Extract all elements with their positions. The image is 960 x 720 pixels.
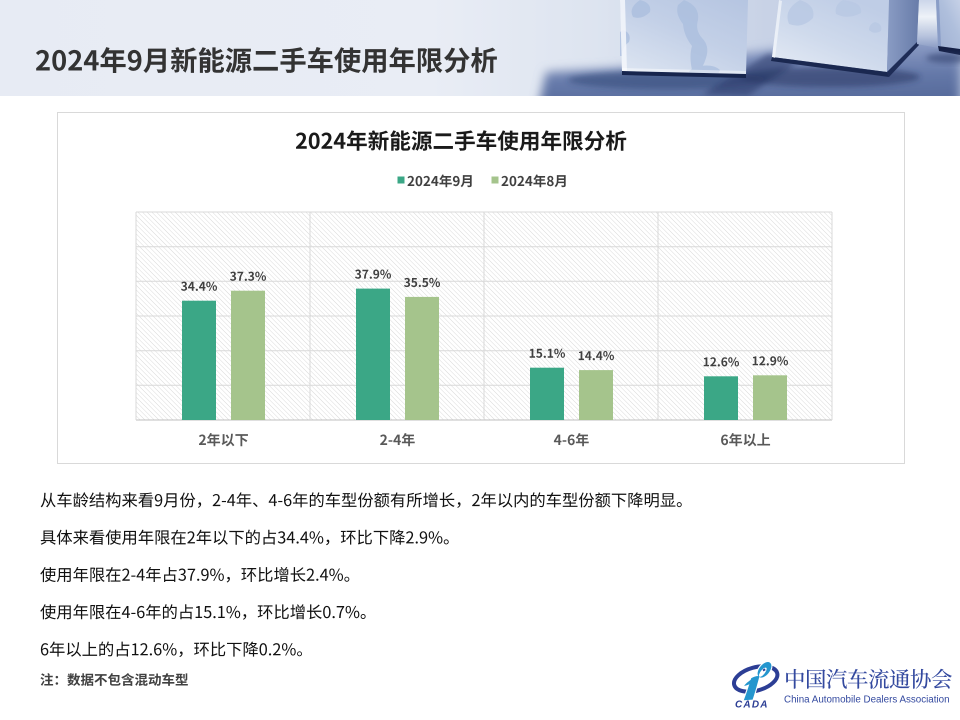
svg-text:CADA: CADA xyxy=(735,700,769,711)
svg-text:China Automobile Dealers Assoc: China Automobile Dealers Association xyxy=(784,695,950,706)
